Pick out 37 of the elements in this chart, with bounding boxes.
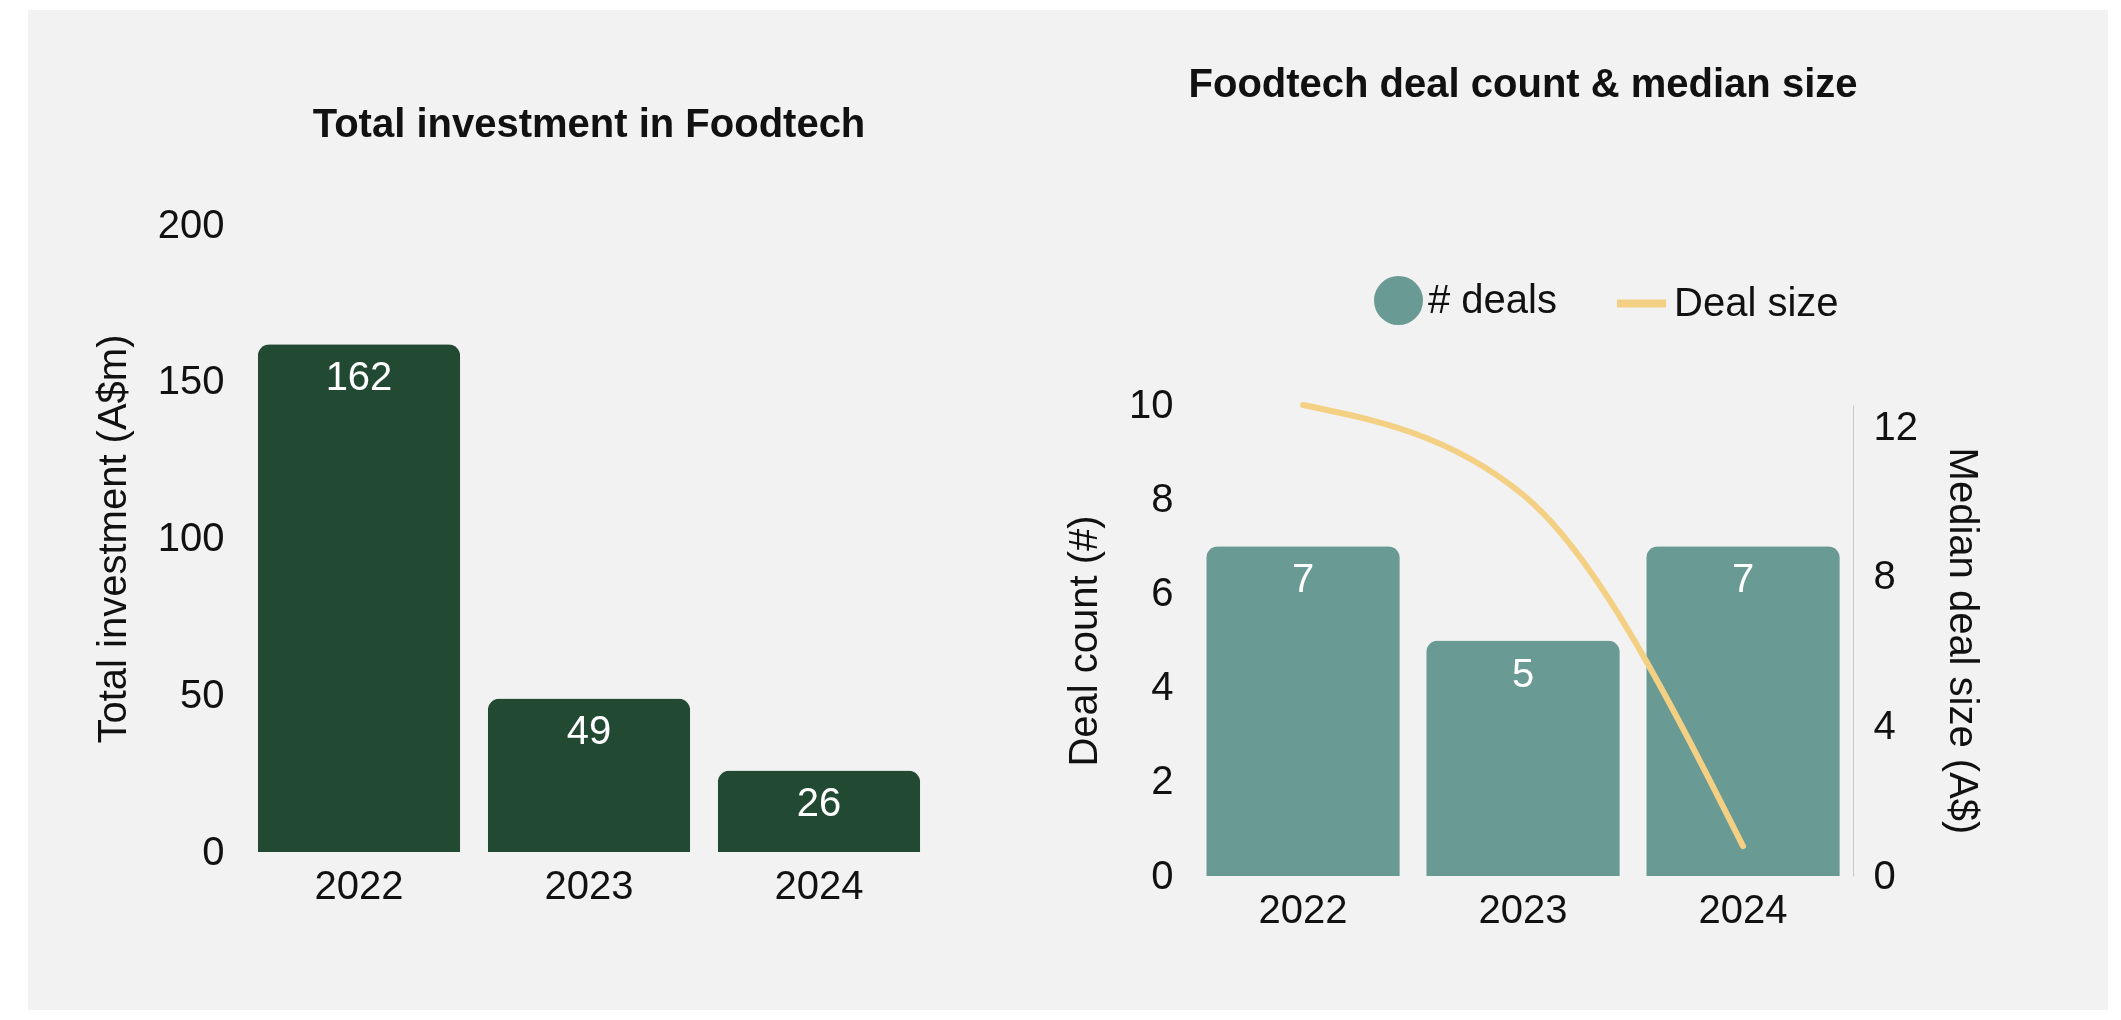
y-tick-label: 4 bbox=[1151, 664, 1174, 709]
y-tick-label: 6 bbox=[1151, 569, 1174, 614]
x-tick-label: 2024 bbox=[774, 862, 864, 907]
y-tick-label: 150 bbox=[157, 358, 225, 403]
y2-tick-label: 8 bbox=[1873, 553, 1896, 598]
y-tick-label: 50 bbox=[180, 671, 225, 716]
y-axis-title: Total investment (A$m) bbox=[89, 334, 134, 744]
x-tick-label: 2023 bbox=[1478, 886, 1568, 931]
x-tick-label: 2024 bbox=[1698, 886, 1788, 931]
y-axis-title: Deal count (#) bbox=[1061, 515, 1106, 767]
x-tick-label: 2023 bbox=[544, 862, 634, 907]
data-label: 49 bbox=[566, 708, 612, 753]
y-tick-label: 8 bbox=[1151, 475, 1174, 520]
chart-title: Total investment in Foodtech bbox=[312, 101, 866, 145]
chart-title: Foodtech deal count & median size bbox=[1188, 61, 1858, 105]
y2-axis-title: Median deal size (A$) bbox=[1941, 447, 1986, 835]
y-tick-label: 0 bbox=[202, 828, 225, 873]
bar bbox=[257, 344, 461, 852]
bar bbox=[717, 770, 921, 852]
y-tick-label: 0 bbox=[1151, 852, 1174, 897]
y-tick-label: 100 bbox=[157, 515, 225, 559]
data-label: 162 bbox=[325, 354, 393, 399]
y2-tick-label: 0 bbox=[1873, 852, 1896, 897]
data-label: 7 bbox=[1291, 556, 1315, 601]
legend-label: # deals bbox=[1428, 276, 1557, 321]
y-tick-label: 10 bbox=[1129, 381, 1174, 426]
x-tick-label: 2022 bbox=[1258, 886, 1348, 931]
data-label: 7 bbox=[1731, 556, 1755, 601]
x-tick-label: 2022 bbox=[314, 862, 404, 907]
legend-label: Deal size bbox=[1674, 279, 1839, 324]
y-tick-label: 200 bbox=[157, 201, 225, 246]
data-label: 5 bbox=[1511, 650, 1535, 695]
y2-tick-label: 12 bbox=[1873, 403, 1918, 448]
y-tick-label: 2 bbox=[1151, 758, 1174, 803]
data-label: 26 bbox=[796, 780, 842, 825]
bar bbox=[487, 698, 691, 852]
y2-tick-label: 4 bbox=[1873, 702, 1896, 747]
